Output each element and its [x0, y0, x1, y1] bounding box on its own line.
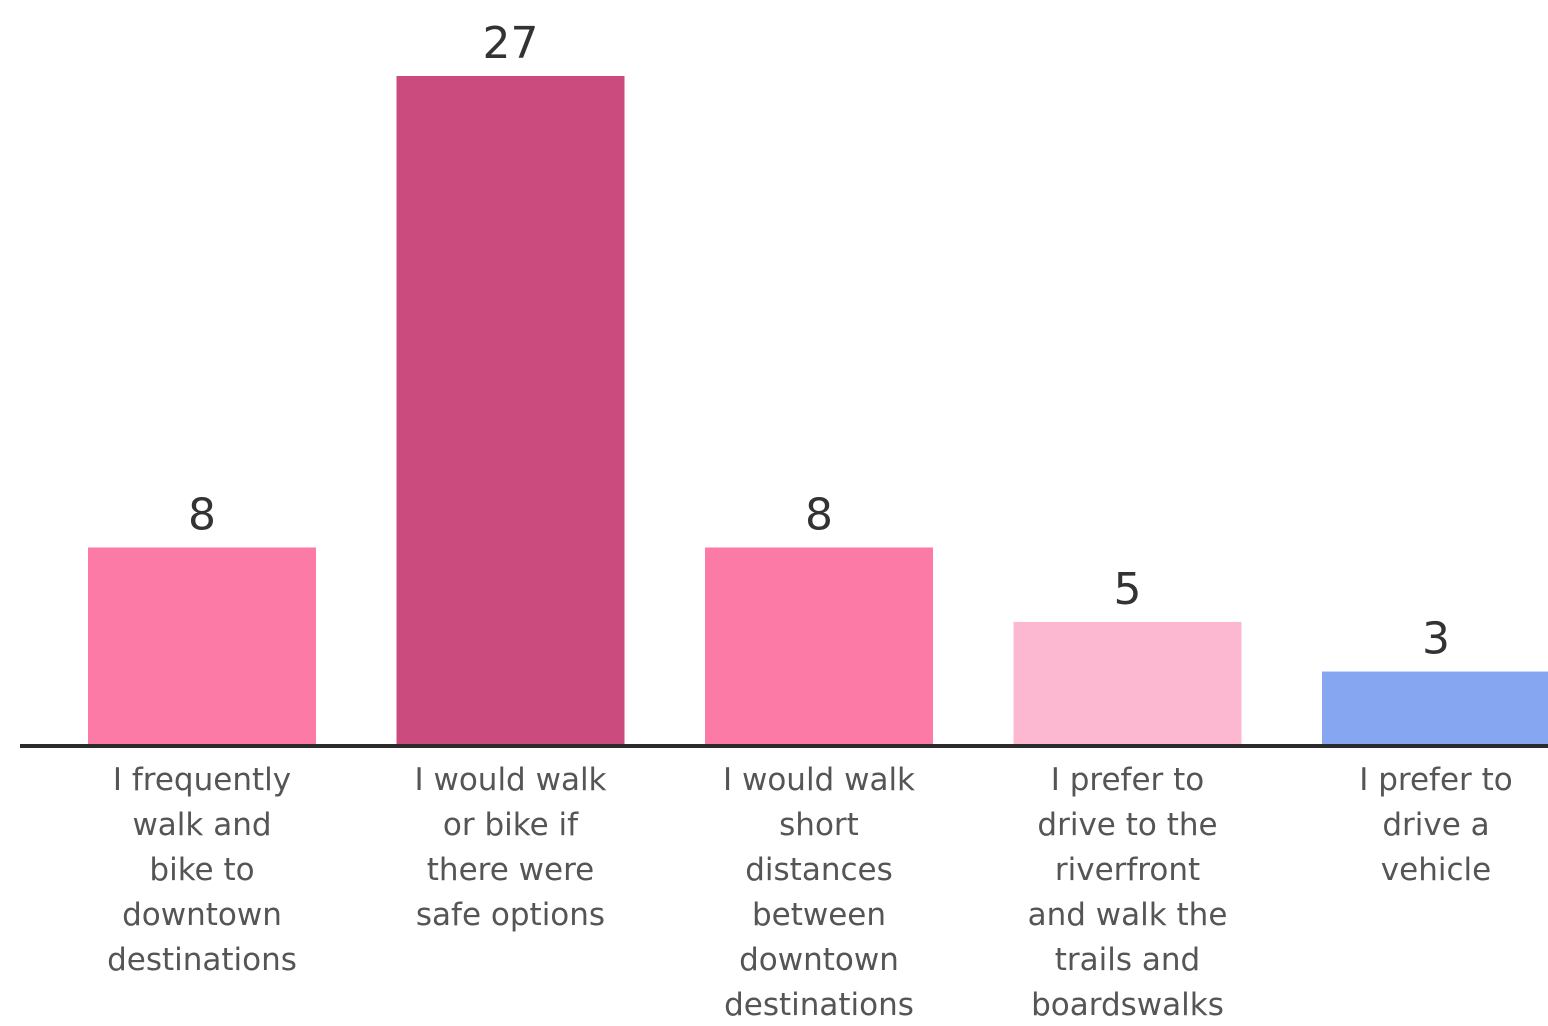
- bar-2: [705, 547, 933, 746]
- value-label-4: 3: [1422, 614, 1450, 665]
- category-label-line: I frequently: [113, 762, 291, 798]
- category-label-line: downtown: [122, 897, 282, 933]
- category-label-line: there were: [427, 852, 594, 888]
- bar-4: [1322, 671, 1548, 746]
- category-label-line: bike to: [149, 852, 254, 888]
- category-label-2: I would walk short distances between downtow…: [723, 762, 915, 1023]
- bar-1: [396, 76, 625, 746]
- category-label-line: or bike if: [443, 807, 579, 843]
- category-label-line: riverfront: [1055, 852, 1200, 888]
- value-labels-group: 8 27 8 5 3: [188, 18, 1450, 665]
- category-label-line: boardswalks: [1031, 987, 1224, 1023]
- category-label-line: destinations: [724, 987, 914, 1023]
- category-label-line: I prefer to: [1051, 762, 1205, 798]
- value-label-1: 27: [483, 18, 539, 69]
- bars-group: [88, 76, 1548, 746]
- category-label-line: between: [752, 897, 886, 933]
- category-labels-group: I frequently walk and bike to downtown desti…: [107, 762, 1513, 1023]
- category-label-line: distances: [745, 852, 893, 888]
- category-label-0: I frequently walk and bike to downtown desti…: [107, 762, 297, 978]
- category-label-line: I prefer to: [1359, 762, 1513, 798]
- bar-3: [1013, 621, 1242, 746]
- category-label-line: drive to the: [1037, 807, 1217, 843]
- category-label-line: I would walk: [414, 762, 606, 798]
- category-label-line: drive a: [1382, 807, 1489, 843]
- category-label-line: safe options: [416, 897, 605, 933]
- category-label-line: destinations: [107, 942, 297, 978]
- category-label-line: trails and: [1055, 942, 1200, 978]
- category-label-3: I prefer to drive to the riverfront and wal…: [1028, 762, 1228, 1023]
- value-label-2: 8: [805, 489, 833, 540]
- category-label-line: downtown: [739, 942, 899, 978]
- category-label-4: I prefer to drive a vehicle: [1359, 762, 1513, 888]
- category-label-line: vehicle: [1381, 852, 1491, 888]
- bar-0: [88, 547, 316, 746]
- category-label-line: I would walk: [723, 762, 915, 798]
- category-label-1: I would walk or bike if there were safe opt…: [414, 762, 606, 933]
- value-label-3: 5: [1114, 564, 1142, 615]
- value-label-0: 8: [188, 489, 216, 540]
- category-label-line: short: [779, 807, 859, 843]
- category-label-line: walk and: [132, 807, 271, 843]
- category-label-line: and walk the: [1028, 897, 1228, 933]
